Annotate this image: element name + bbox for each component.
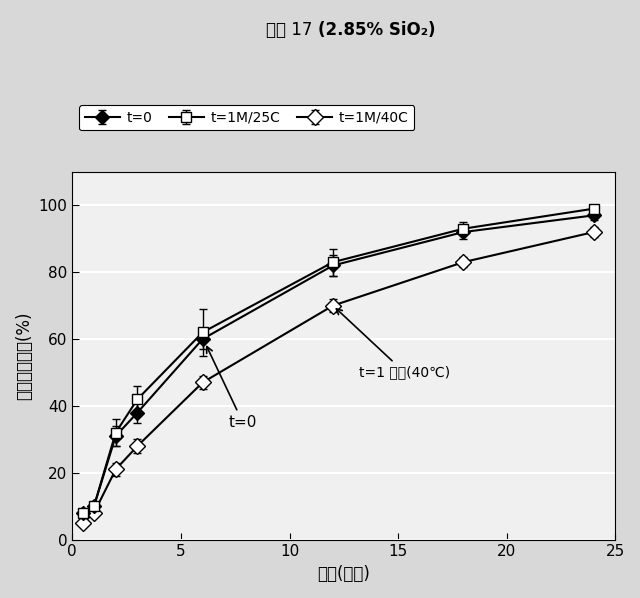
Text: t=0: t=0 (207, 347, 257, 430)
Text: 製剤 17: 製剤 17 (266, 21, 318, 39)
Legend: t=0, t=1M/25C, t=1M/40C: t=0, t=1M/25C, t=1M/40C (79, 105, 414, 130)
Y-axis label: 累積薬物放出(%): 累積薬物放出(%) (15, 312, 33, 400)
X-axis label: 時間(時間): 時間(時間) (317, 565, 371, 583)
Text: t=1 カ月(40℃): t=1 カ月(40℃) (337, 309, 450, 380)
Text: (2.85% SiO₂): (2.85% SiO₂) (318, 21, 436, 39)
